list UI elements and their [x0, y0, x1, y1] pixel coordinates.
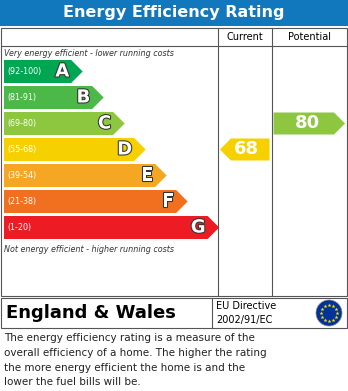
Bar	[1, 298, 347, 328]
Text: 80: 80	[295, 115, 320, 133]
Text: (39-54): (39-54)	[7, 171, 36, 180]
Circle shape	[316, 300, 342, 326]
Text: The energy efficiency rating is a measure of the
overall efficiency of a home. T: The energy efficiency rating is a measur…	[4, 333, 267, 387]
Text: D: D	[117, 140, 132, 158]
Polygon shape	[4, 86, 104, 109]
Text: (69-80): (69-80)	[7, 119, 36, 128]
Text: England & Wales: England & Wales	[6, 304, 176, 322]
Text: Energy Efficiency Rating: Energy Efficiency Rating	[63, 5, 285, 20]
Text: Not energy efficient - higher running costs: Not energy efficient - higher running co…	[4, 244, 174, 253]
Text: (1-20): (1-20)	[7, 223, 31, 232]
Text: (81-91): (81-91)	[7, 93, 36, 102]
Text: (92-100): (92-100)	[7, 67, 41, 76]
Polygon shape	[4, 112, 125, 135]
Text: (21-38): (21-38)	[7, 197, 36, 206]
Polygon shape	[4, 60, 83, 83]
Text: (55-68): (55-68)	[7, 145, 36, 154]
Polygon shape	[4, 164, 167, 187]
Text: F: F	[162, 192, 174, 210]
Polygon shape	[274, 113, 345, 135]
Text: E: E	[141, 167, 153, 185]
Polygon shape	[4, 216, 219, 239]
Polygon shape	[4, 190, 188, 213]
Polygon shape	[4, 138, 146, 161]
Bar	[1, 28, 347, 296]
Bar	[0, 0, 348, 26]
Text: 68: 68	[234, 140, 259, 158]
Text: Very energy efficient - lower running costs: Very energy efficient - lower running co…	[4, 50, 174, 59]
Text: G: G	[191, 219, 206, 237]
Text: EU Directive
2002/91/EC: EU Directive 2002/91/EC	[216, 301, 276, 325]
Polygon shape	[220, 138, 270, 160]
Text: A: A	[55, 63, 69, 81]
Text: Current: Current	[227, 32, 263, 42]
Text: Potential: Potential	[288, 32, 331, 42]
Text: C: C	[98, 115, 111, 133]
Text: B: B	[77, 88, 90, 106]
